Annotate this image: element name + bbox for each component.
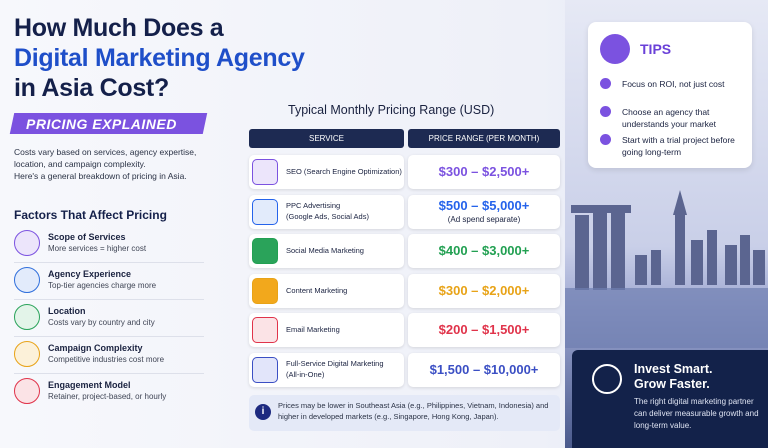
title-line: How Much Does a xyxy=(14,14,224,42)
price-cell xyxy=(408,234,560,268)
tips-icon xyxy=(600,34,630,64)
info-icon: i xyxy=(255,404,271,420)
price-cell xyxy=(408,273,560,308)
factor-icon xyxy=(14,378,40,404)
title-line: Digital Marketing Agency xyxy=(14,44,305,72)
factor-icon xyxy=(14,341,40,367)
service-icon xyxy=(252,277,278,304)
factor-title: Agency Experience xyxy=(48,269,132,279)
factor-title: Campaign Complexity xyxy=(48,343,143,353)
price: $400 – $3,000+ xyxy=(438,243,530,258)
table-title: Typical Monthly Pricing Range (USD) xyxy=(288,103,495,117)
factor-desc: Top-tier agencies charge more xyxy=(48,281,157,290)
price-cell xyxy=(408,352,560,387)
factor-icon xyxy=(14,304,40,330)
price-cell xyxy=(408,155,560,189)
price: $200 – $1,500+ xyxy=(438,322,530,337)
service-name: Full-Service Digital Marketing xyxy=(286,358,384,368)
badge: PRICING EXPLAINED xyxy=(26,116,177,132)
factor-icon xyxy=(14,230,40,256)
divider xyxy=(14,262,204,263)
price: $1,500 – $10,000+ xyxy=(429,361,539,377)
divider xyxy=(14,373,204,374)
note: Prices may be lower in Southeast Asia (e… xyxy=(278,401,549,421)
col-header: PRICE RANGE (PER MONTH) xyxy=(408,129,560,148)
factor-desc: Costs vary by country and city xyxy=(48,318,155,327)
factor-title: Engagement Model xyxy=(48,380,131,390)
price-cell xyxy=(408,194,560,229)
price: $300 – $2,500+ xyxy=(438,164,530,179)
service-name: Social Media Marketing xyxy=(286,246,364,255)
factor-title: Scope of Services xyxy=(48,232,126,242)
tip-check xyxy=(600,78,611,89)
service-name: Email Marketing xyxy=(286,325,340,334)
service-icon xyxy=(252,317,278,343)
tip-check xyxy=(600,106,611,117)
factor-icon xyxy=(14,267,40,293)
tip-check xyxy=(600,134,611,145)
factor-desc: More services = higher cost xyxy=(48,244,147,253)
tip: Focus on ROI, not just cost xyxy=(622,79,725,89)
note-box xyxy=(249,395,560,431)
intro: Costs vary based on services, agency exp… xyxy=(14,147,197,169)
tips-heading: TIPS xyxy=(640,41,672,57)
cta-line: Invest Smart. xyxy=(634,362,713,376)
divider xyxy=(14,336,204,337)
service-icon xyxy=(252,356,278,383)
service-icon xyxy=(252,198,278,225)
service-name: SEO (Search Engine Optimization) xyxy=(286,167,402,176)
price-note: (Ad spend separate) xyxy=(447,214,521,224)
intro: Here's a general breakdown of pricing in… xyxy=(14,171,187,181)
price: $300 – $2,000+ xyxy=(438,282,530,298)
factor-desc: Retainer, project-based, or hourly xyxy=(48,392,167,401)
service-sub: (All-in-One) xyxy=(286,369,325,379)
service-sub: (Google Ads, Social Ads) xyxy=(286,211,369,221)
service-icon xyxy=(252,159,278,185)
price: $500 – $5,000+ xyxy=(438,197,530,213)
col-header: SERVICE xyxy=(249,129,404,148)
cta-body: The right digital marketing partner can … xyxy=(634,397,759,430)
service-icon xyxy=(252,238,278,264)
service-name: Content Marketing xyxy=(286,285,348,295)
divider xyxy=(14,299,204,300)
title-line: in Asia Cost? xyxy=(14,74,169,102)
factors-heading: Factors That Affect Pricing xyxy=(14,208,167,222)
cta-line: Grow Faster. xyxy=(634,377,710,391)
tip: Choose an agency that understands your m… xyxy=(622,107,717,129)
cta-icon xyxy=(592,364,622,394)
tip: Start with a trial project before going … xyxy=(622,135,735,157)
factor-title: Location xyxy=(48,306,86,316)
factor-desc: Competitive industries cost more xyxy=(48,355,165,364)
service-name: PPC Advertising xyxy=(286,200,341,210)
price-cell xyxy=(408,313,560,347)
